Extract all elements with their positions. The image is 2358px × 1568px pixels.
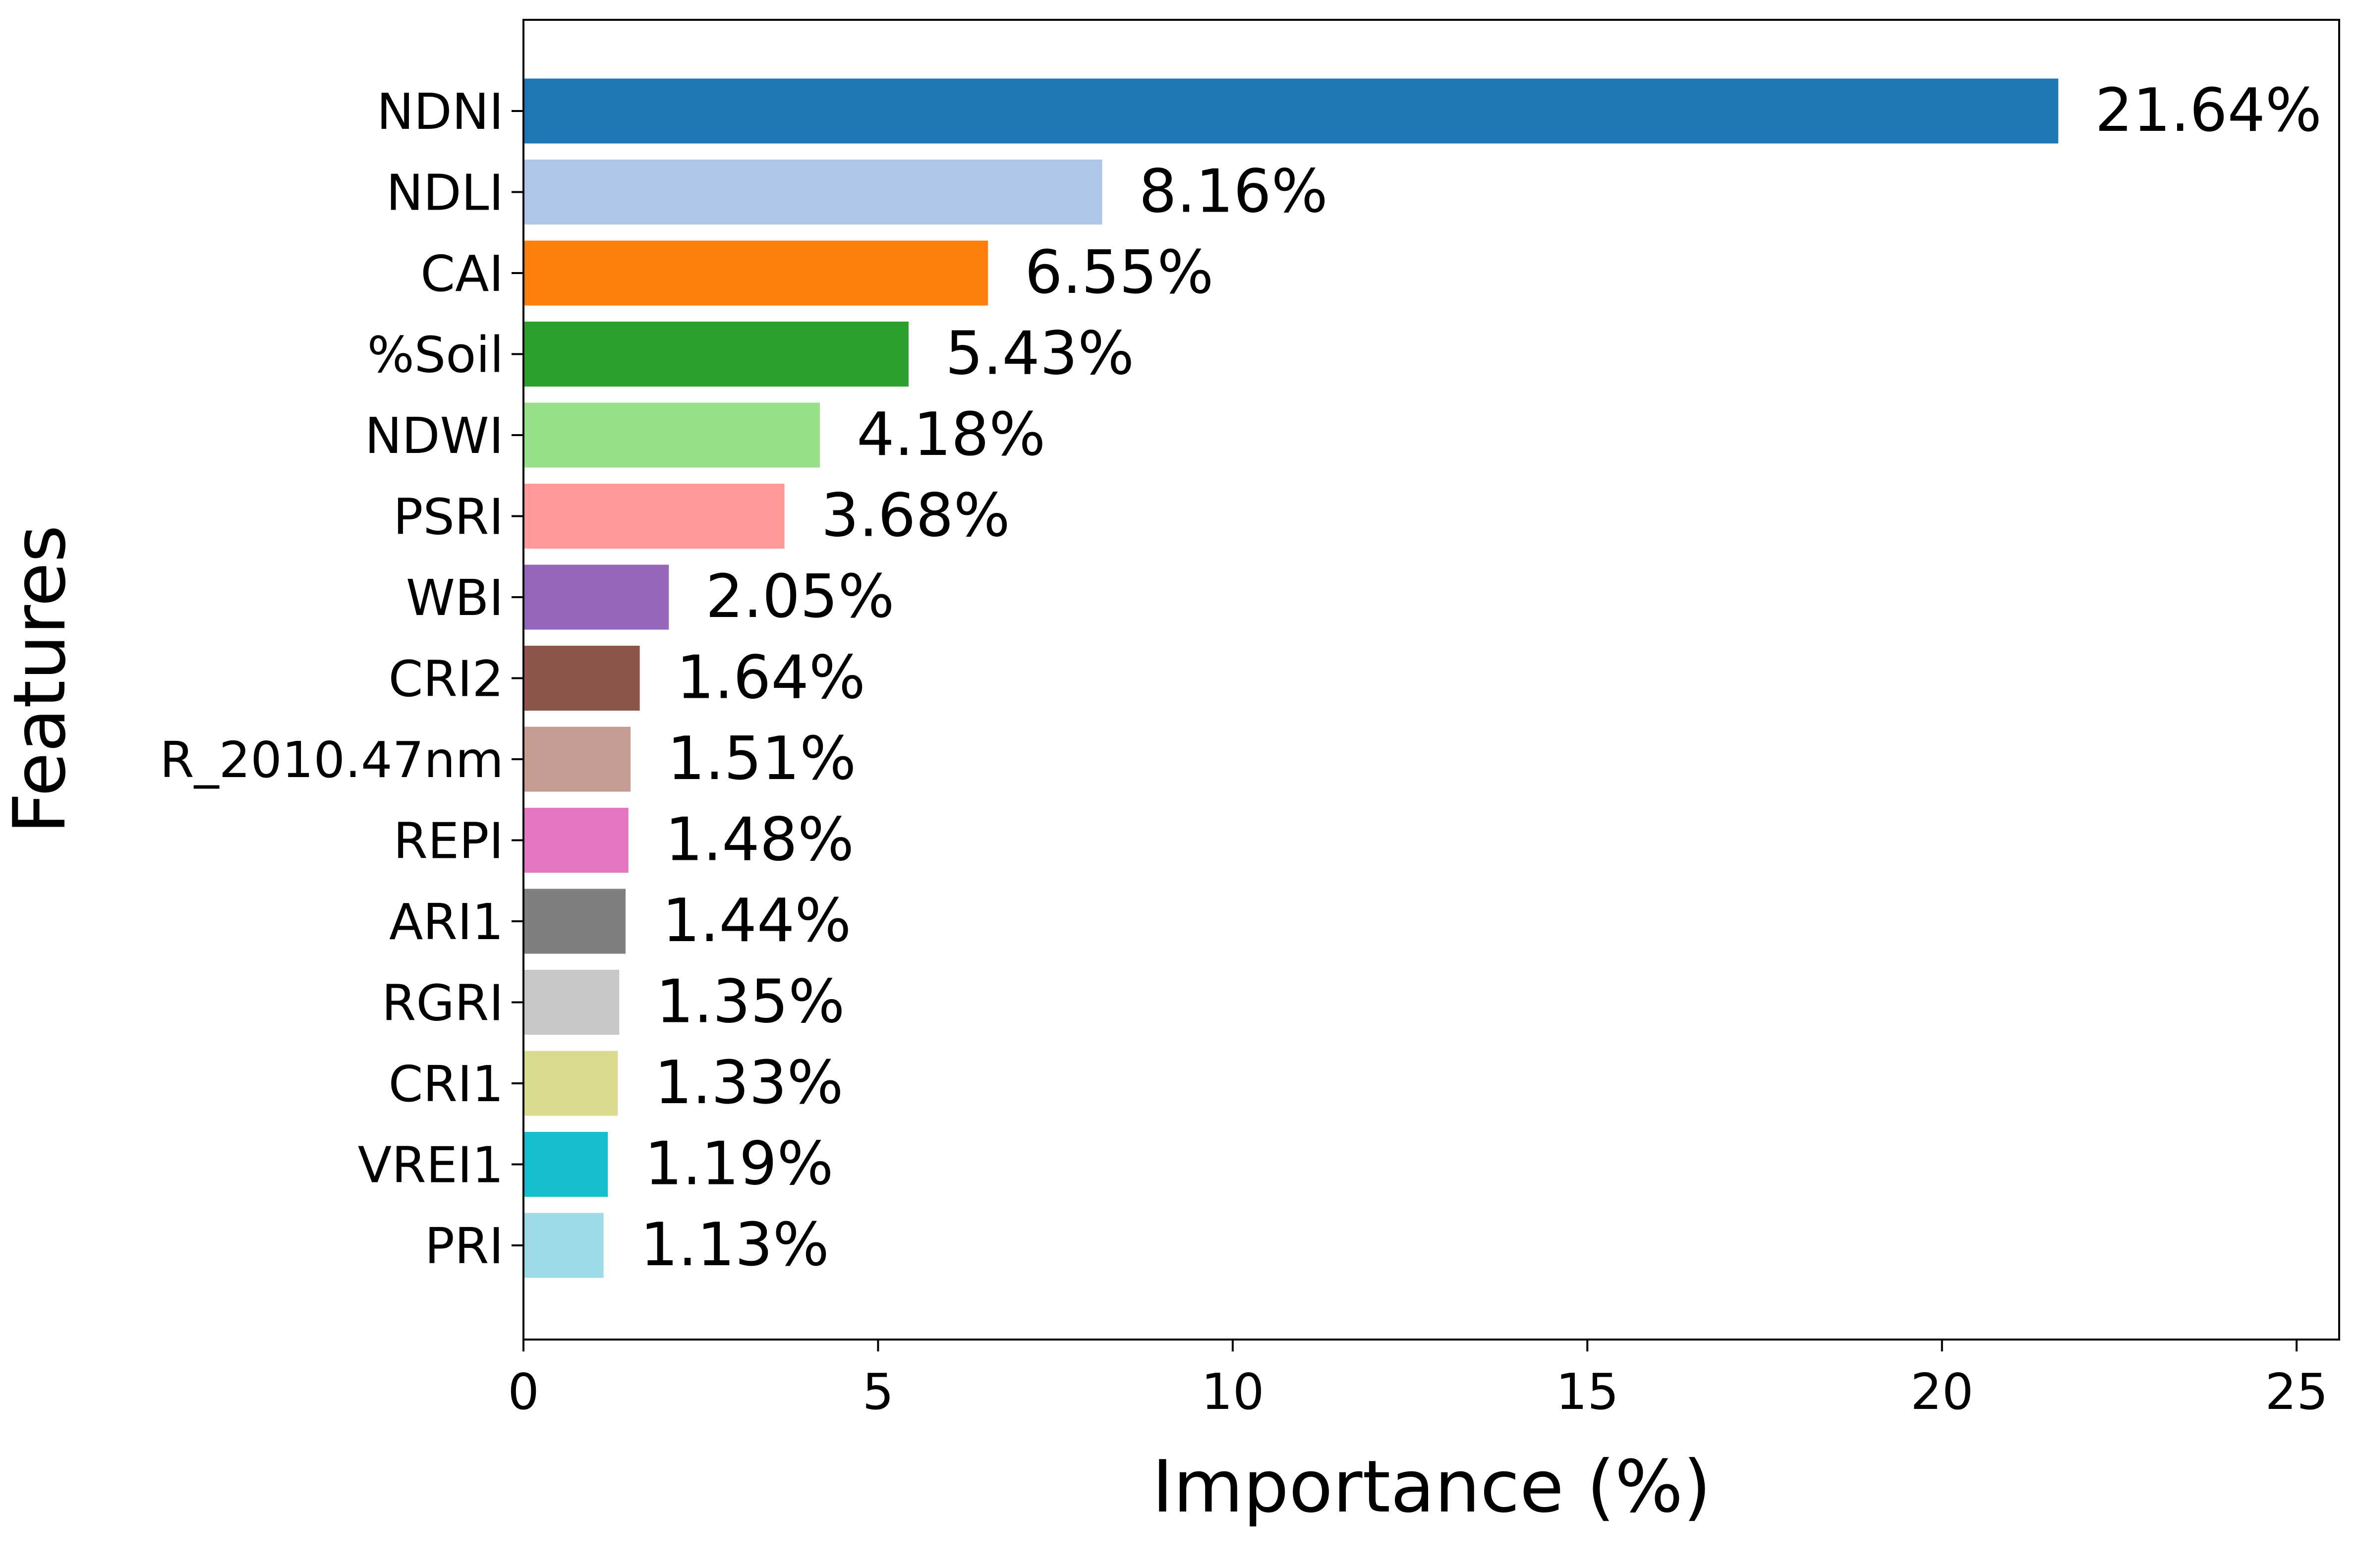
x-tick-label: 20 [1910,1363,1973,1421]
y-tick-label: CRI2 [389,650,504,708]
bar-value-label: 4.18% [857,400,1045,469]
bar-value-label: 1.19% [644,1130,833,1199]
x-tick-label: 10 [1201,1363,1264,1421]
bar-value-label: 1.44% [662,887,851,955]
bar [523,240,988,306]
bar-value-label: 1.33% [654,1049,843,1118]
y-tick-label: WBI [406,569,504,627]
bar-value-label: 1.35% [656,968,845,1037]
y-tick-label: %Soil [367,326,504,384]
bar-value-label: 5.43% [945,320,1134,389]
y-tick-label: REPI [394,812,504,870]
bar-value-label: 2.05% [705,562,894,631]
bar [523,970,620,1035]
bar [523,564,669,630]
bar-value-label: 8.16% [1139,158,1328,226]
bar [523,402,820,468]
x-tick-label: 5 [863,1363,894,1421]
x-tick-label: 0 [508,1363,539,1421]
ticks-layer: NDNI NDLI CAI %Soil NDWI PSRI WBI CRI2 R_2010.47… [160,83,2328,1421]
y-axis-label: Features [0,525,82,834]
bar [523,646,640,711]
y-tick-label: NDLI [386,164,504,222]
bar [523,322,909,387]
y-tick-label: PRI [425,1217,504,1275]
bar-value-label: 1.51% [667,725,856,793]
x-tick-label: 25 [2265,1363,2328,1421]
bar [523,160,1102,224]
bar [523,1051,618,1116]
y-tick-label: CAI [420,245,504,303]
plot-frame [522,19,2340,1341]
bar-value-label: 3.68% [821,482,1010,551]
y-tick-label: PSRI [393,488,504,546]
y-tick-label: NDWI [365,407,504,465]
y-tick-label: R_2010.47nm [160,731,504,789]
bar [523,808,629,873]
bars-layer: 21.64% 8.16% 6.55% 5.43% 4.18% 3.68% 2.05% 1.64… [523,76,2322,1280]
x-tick-label: 15 [1556,1363,1619,1421]
bar [523,727,631,792]
y-tick-label: ARI1 [389,893,504,951]
bar [523,889,626,954]
bar [523,78,2059,144]
bar-value-label: 6.55% [1025,238,1213,307]
y-tick-label: CRI1 [389,1055,504,1113]
bar [523,484,785,549]
bar-value-label: 1.64% [677,644,865,713]
y-tick-label: VREI1 [358,1136,504,1194]
bar [523,1213,604,1278]
bar-value-label: 21.64% [2095,76,2322,145]
y-tick-label: NDNI [377,83,504,141]
y-tick-label: RGRI [382,974,504,1032]
x-axis-label: Importance (%) [1152,1445,1711,1529]
bar [523,1132,608,1197]
bar-value-label: 1.48% [665,806,854,875]
bar-value-label: 1.13% [640,1211,829,1280]
